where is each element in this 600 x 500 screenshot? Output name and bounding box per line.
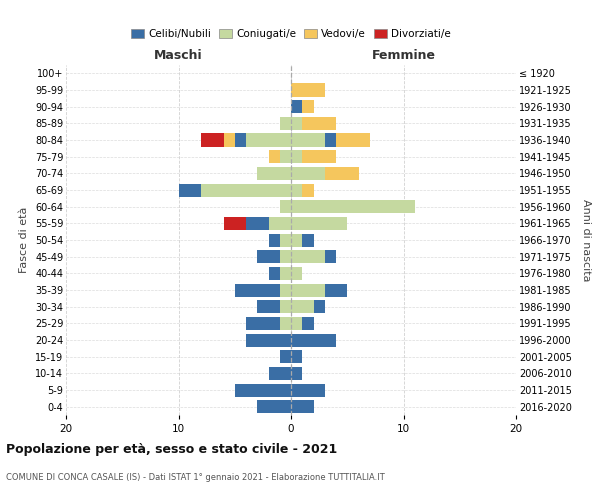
Text: Femmine: Femmine bbox=[371, 48, 436, 62]
Bar bbox=[325, 167, 359, 180]
Bar bbox=[269, 267, 280, 280]
Bar bbox=[280, 200, 291, 213]
Legend: Celibi/Nubili, Coniugati/e, Vedovi/e, Divorziati/e: Celibi/Nubili, Coniugati/e, Vedovi/e, Di… bbox=[127, 24, 455, 44]
Bar bbox=[291, 284, 325, 296]
Bar bbox=[291, 317, 302, 330]
Bar bbox=[280, 267, 291, 280]
Bar bbox=[269, 234, 280, 246]
Bar bbox=[280, 250, 291, 263]
Bar bbox=[280, 150, 291, 163]
Bar bbox=[246, 217, 269, 230]
Bar bbox=[257, 167, 291, 180]
Bar bbox=[291, 367, 302, 380]
Bar bbox=[336, 134, 370, 146]
Bar bbox=[280, 284, 291, 296]
Bar bbox=[291, 200, 415, 213]
Bar bbox=[223, 217, 246, 230]
Bar bbox=[235, 284, 280, 296]
Bar bbox=[223, 134, 235, 146]
Bar bbox=[179, 184, 201, 196]
Bar bbox=[291, 117, 302, 130]
Bar bbox=[291, 267, 302, 280]
Bar bbox=[302, 317, 314, 330]
Bar bbox=[269, 217, 291, 230]
Bar bbox=[269, 367, 291, 380]
Text: COMUNE DI CONCA CASALE (IS) - Dati ISTAT 1° gennaio 2021 - Elaborazione TUTTITAL: COMUNE DI CONCA CASALE (IS) - Dati ISTAT… bbox=[6, 472, 385, 482]
Y-axis label: Anni di nascita: Anni di nascita bbox=[581, 198, 591, 281]
Bar bbox=[291, 400, 314, 413]
Bar bbox=[302, 150, 336, 163]
Bar bbox=[325, 134, 336, 146]
Bar bbox=[257, 400, 291, 413]
Bar bbox=[280, 350, 291, 363]
Bar bbox=[291, 167, 325, 180]
Bar bbox=[201, 134, 223, 146]
Bar bbox=[302, 117, 336, 130]
Bar bbox=[291, 217, 347, 230]
Bar bbox=[325, 250, 336, 263]
Bar bbox=[291, 384, 325, 396]
Bar bbox=[291, 350, 302, 363]
Bar bbox=[291, 150, 302, 163]
Bar bbox=[280, 317, 291, 330]
Bar bbox=[257, 250, 280, 263]
Bar bbox=[235, 384, 291, 396]
Bar bbox=[246, 134, 291, 146]
Bar bbox=[302, 234, 314, 246]
Bar bbox=[257, 300, 280, 313]
Bar bbox=[235, 134, 246, 146]
Text: Popolazione per età, sesso e stato civile - 2021: Popolazione per età, sesso e stato civil… bbox=[6, 442, 337, 456]
Bar bbox=[302, 100, 314, 113]
Bar bbox=[314, 300, 325, 313]
Y-axis label: Fasce di età: Fasce di età bbox=[19, 207, 29, 273]
Bar bbox=[291, 250, 325, 263]
Bar bbox=[280, 117, 291, 130]
Bar bbox=[246, 317, 280, 330]
Bar bbox=[291, 234, 302, 246]
Text: Maschi: Maschi bbox=[154, 48, 203, 62]
Bar bbox=[201, 184, 291, 196]
Bar bbox=[291, 84, 325, 96]
Bar bbox=[302, 184, 314, 196]
Bar bbox=[291, 334, 336, 346]
Bar bbox=[325, 284, 347, 296]
Bar bbox=[269, 150, 280, 163]
Bar bbox=[291, 134, 325, 146]
Bar bbox=[291, 100, 302, 113]
Bar bbox=[280, 234, 291, 246]
Bar bbox=[291, 184, 302, 196]
Bar bbox=[291, 300, 314, 313]
Bar bbox=[246, 334, 291, 346]
Bar bbox=[280, 300, 291, 313]
